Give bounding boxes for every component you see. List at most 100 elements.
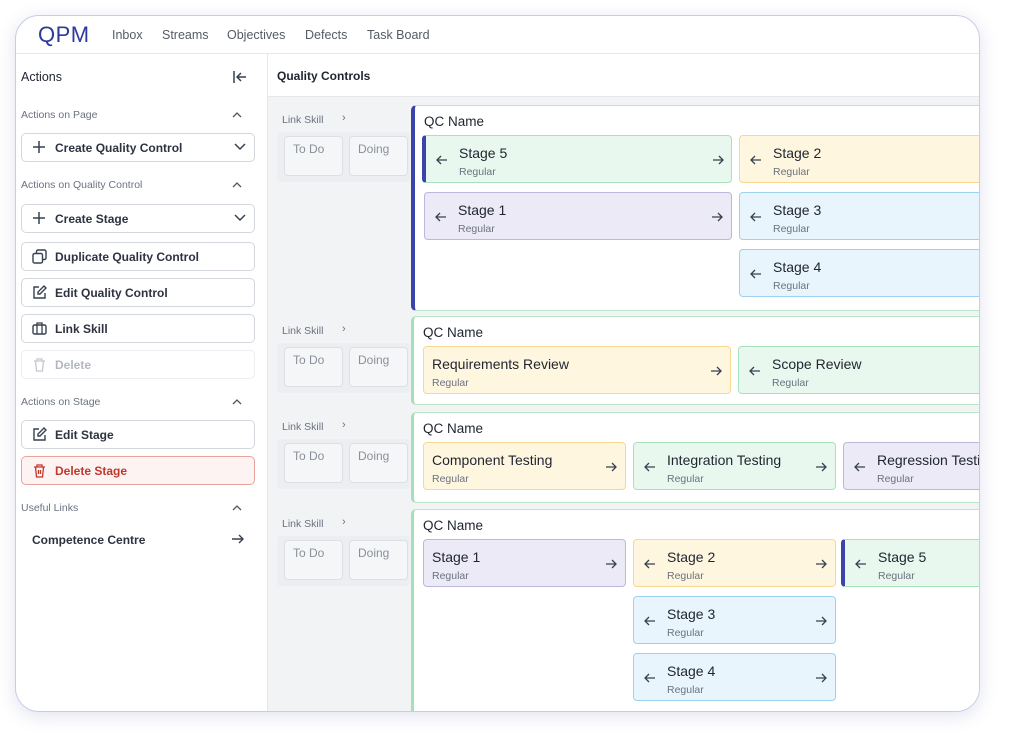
stage-type: Regular	[432, 570, 469, 582]
logo[interactable]: QPM	[38, 22, 90, 47]
stage-card[interactable]: Regression Testing Regular	[843, 442, 980, 490]
stage-type: Regular	[773, 223, 810, 235]
qc-name: QC Name	[423, 421, 484, 436]
stage-card[interactable]: Component Testing Regular	[423, 442, 626, 490]
stage-name: Stage 5	[459, 145, 508, 161]
stage-card[interactable]: Stage 2 Regular	[633, 539, 836, 587]
stage-name: Stage 1	[432, 549, 481, 565]
collapse-chevron[interactable]	[232, 181, 242, 189]
stage-card[interactable]: Stage 4 Regular	[633, 653, 836, 701]
lane-column: To Do	[284, 443, 343, 483]
move-right-icon[interactable]	[815, 672, 827, 684]
move-left-icon[interactable]	[750, 154, 762, 166]
move-right-icon[interactable]	[710, 365, 722, 377]
nav-item[interactable]: Task Board	[367, 28, 430, 42]
board: Link Skill › To Do Doing QC Name Stage 5 Regul…	[268, 97, 979, 711]
link-skill[interactable]: Link Skill	[282, 114, 324, 126]
action-button[interactable]: Edit Stage	[21, 420, 255, 449]
action-button[interactable]: Delete Stage	[21, 456, 255, 485]
collapse-chevron[interactable]	[232, 111, 242, 119]
link-skill[interactable]: Link Skill	[282, 518, 324, 530]
button-label: Create Quality Control	[55, 141, 183, 155]
stage-name: Stage 2	[667, 549, 716, 565]
move-right-icon[interactable]	[815, 558, 827, 570]
app-window: QPM Inbox Streams Objectives Defects Tas…	[15, 15, 980, 712]
stage-card[interactable]: Stage 5 Regular	[841, 539, 979, 587]
stage-card[interactable]: Stage 1 Regular	[424, 192, 732, 240]
section-title: Useful Links	[21, 502, 79, 514]
stage-card[interactable]: Scope Review Regular	[738, 346, 979, 394]
collapse-chevron[interactable]	[232, 504, 242, 512]
lane-column: To Do	[284, 136, 343, 176]
stage-card[interactable]: Stage 2 Regular	[739, 135, 979, 183]
qc-card: QC Name Component Testing Regular Integrati…	[411, 412, 980, 503]
nav-item[interactable]: Defects	[305, 28, 348, 42]
stage-type: Regular	[667, 473, 704, 485]
lane-column: To Do	[284, 347, 343, 387]
move-right-icon[interactable]	[605, 558, 617, 570]
action-button[interactable]: Delete	[21, 350, 255, 379]
sidebar: Actions Actions on Page Create Quality C…	[16, 54, 268, 711]
action-button[interactable]: Create Quality Control	[21, 133, 255, 162]
move-left-icon[interactable]	[644, 615, 656, 627]
button-label: Edit Stage	[55, 428, 114, 442]
section-title: Actions on Page	[21, 109, 98, 121]
collapse-icon[interactable]	[232, 69, 248, 85]
stage-type: Regular	[773, 166, 810, 178]
sidebar-title: Actions	[21, 70, 62, 84]
move-left-icon[interactable]	[644, 672, 656, 684]
move-left-icon[interactable]	[436, 154, 448, 166]
stage-name: Regression Testing	[877, 452, 980, 468]
stage-card[interactable]: Stage 1 Regular	[423, 539, 626, 587]
move-left-icon[interactable]	[435, 211, 447, 223]
qc-name: QC Name	[423, 518, 484, 533]
lane-label: To Do	[293, 449, 325, 463]
lane-header: To Do Doing	[277, 132, 410, 182]
link[interactable]: Competence Centre	[32, 533, 146, 547]
action-button[interactable]: Create Stage	[21, 204, 255, 233]
stage-type: Regular	[773, 280, 810, 292]
move-left-icon[interactable]	[750, 268, 762, 280]
button-label: Link Skill	[55, 322, 108, 336]
stage-type: Regular	[667, 570, 704, 582]
move-left-icon[interactable]	[855, 558, 867, 570]
lane-label: Doing	[358, 142, 390, 156]
button-label: Create Stage	[55, 212, 129, 226]
move-right-icon[interactable]	[711, 211, 723, 223]
nav-item[interactable]: Objectives	[227, 28, 286, 42]
move-left-icon[interactable]	[644, 558, 656, 570]
stage-name: Stage 3	[773, 202, 822, 218]
move-left-icon[interactable]	[854, 461, 866, 473]
move-right-icon[interactable]	[712, 154, 724, 166]
collapse-chevron[interactable]	[232, 398, 242, 406]
stage-card[interactable]: Stage 3 Regular	[633, 596, 836, 644]
stage-name: Scope Review	[772, 356, 862, 372]
move-right-icon[interactable]	[815, 461, 827, 473]
move-left-icon[interactable]	[750, 211, 762, 223]
link-skill[interactable]: Link Skill	[282, 421, 324, 433]
stage-type: Regular	[667, 627, 704, 639]
button-label: Duplicate Quality Control	[55, 250, 200, 264]
stage-card[interactable]: Stage 4 Regular	[739, 249, 979, 297]
move-left-icon[interactable]	[644, 461, 656, 473]
link-skill[interactable]: Link Skill	[282, 325, 324, 337]
qc-card: QC Name Requirements Review Regular Scope R…	[411, 316, 979, 405]
action-button[interactable]: Duplicate Quality Control	[21, 242, 255, 271]
move-right-icon[interactable]	[815, 615, 827, 627]
stage-card[interactable]: Integration Testing Regular	[633, 442, 836, 490]
lane-label: To Do	[293, 353, 325, 367]
lane-label: To Do	[293, 142, 325, 156]
stage-card[interactable]: Requirements Review Regular	[423, 346, 731, 394]
stage-card[interactable]: Stage 3 Regular	[739, 192, 979, 240]
link-arrow[interactable]	[231, 532, 245, 546]
lane-column: Doing	[349, 443, 408, 483]
action-button[interactable]: Edit Quality Control	[21, 278, 255, 307]
action-button[interactable]: Link Skill	[21, 314, 255, 343]
move-right-icon[interactable]	[605, 461, 617, 473]
move-left-icon[interactable]	[749, 365, 761, 377]
stage-card[interactable]: Stage 5 Regular	[422, 135, 732, 183]
qc-name: QC Name	[424, 114, 485, 129]
nav-item[interactable]: Streams	[162, 28, 209, 42]
nav-item[interactable]: Inbox	[112, 28, 143, 42]
